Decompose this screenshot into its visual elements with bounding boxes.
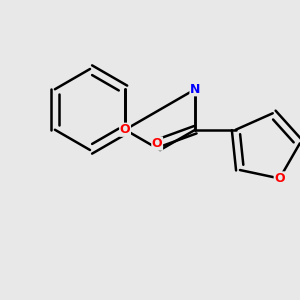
Text: O: O [152, 137, 163, 150]
Text: N: N [190, 83, 200, 96]
Text: O: O [274, 172, 285, 185]
Text: O: O [120, 123, 130, 136]
